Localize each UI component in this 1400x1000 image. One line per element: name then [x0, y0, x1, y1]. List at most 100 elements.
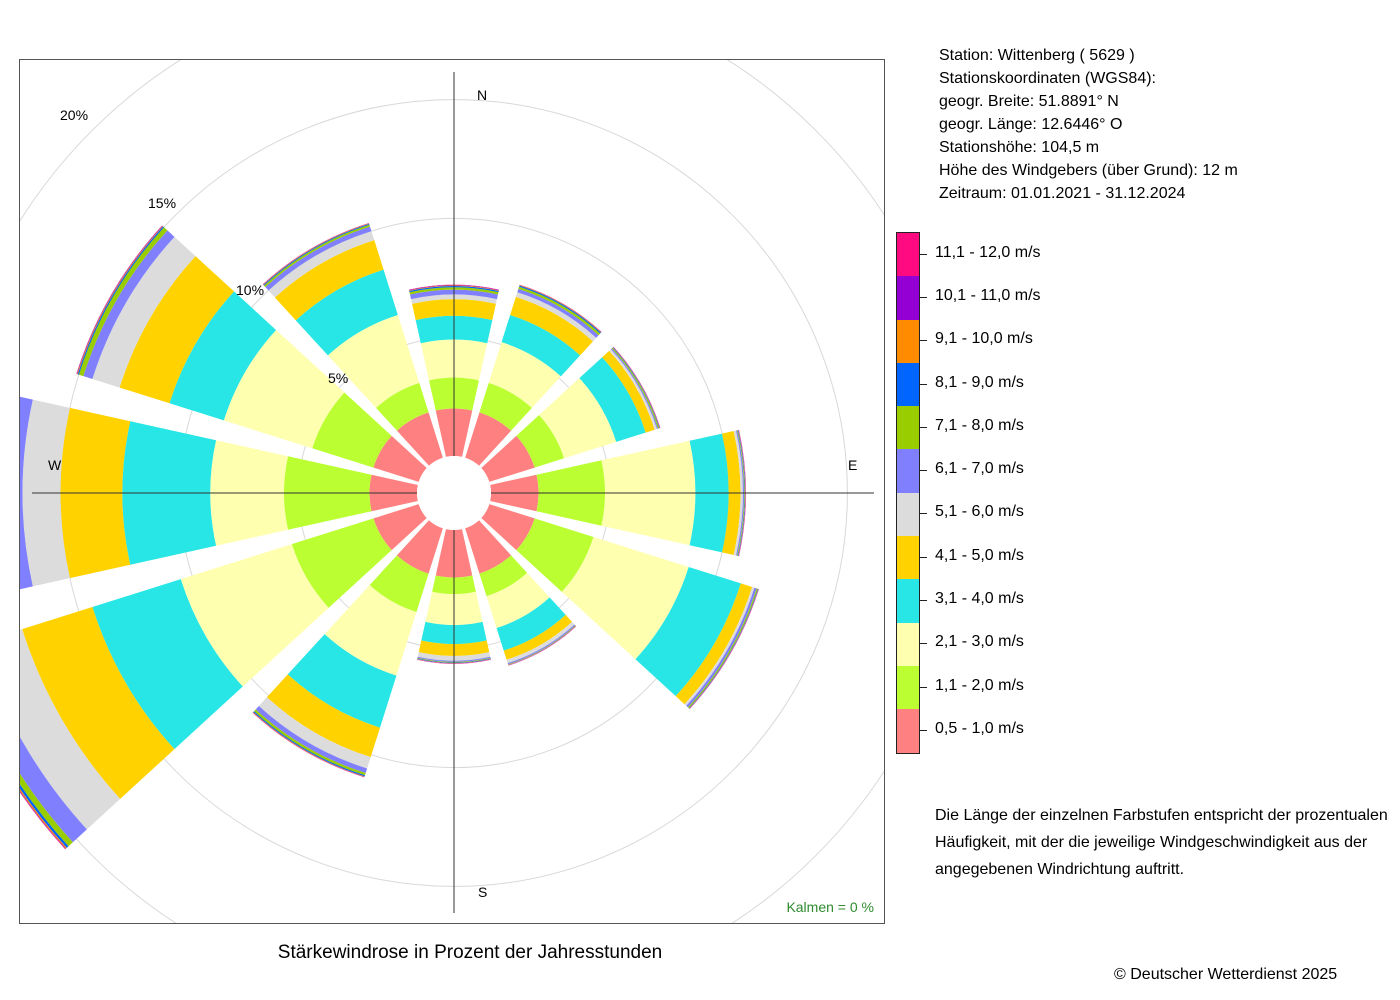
anemometer-height: Höhe des Windgebers (über Grund): 12 m — [939, 162, 1238, 179]
legend-label: 5,1 - 6,0 m/s — [935, 503, 1024, 521]
legend-tick — [920, 383, 927, 385]
legend-swatch — [897, 665, 919, 710]
rose-sector-segment — [738, 429, 746, 557]
rose-sector-segment — [479, 555, 528, 597]
rose-sector-segment — [376, 382, 429, 431]
calms-label: Kalmen = 0 % — [786, 899, 874, 915]
rose-sector-segment — [733, 430, 743, 556]
legend-tick — [920, 296, 927, 298]
wind-rose-svg — [20, 60, 884, 923]
rose-sector-segment — [258, 697, 371, 769]
rose-sector-segment — [609, 349, 657, 430]
legend-label: 0,5 - 1,0 m/s — [935, 719, 1024, 737]
rose-sector-segment — [481, 435, 535, 482]
rose-sector-segment — [503, 614, 573, 660]
rose-sector-segment — [417, 658, 491, 664]
rose-sector-segment — [579, 357, 646, 442]
rose-sector-segment — [417, 659, 491, 664]
legend-label: 1,1 - 2,0 m/s — [935, 676, 1024, 694]
rose-sector-segment — [465, 412, 512, 466]
rose-sector-segment — [488, 342, 561, 408]
ring-label-20: 20% — [60, 107, 89, 123]
explanation-note: Die Länge der einzelnen Farbstufen entsp… — [935, 802, 1388, 883]
rose-sector-segment — [408, 284, 500, 290]
rose-sector-segment — [396, 412, 443, 466]
cardinal-east: E — [848, 457, 858, 473]
rose-sector-segment — [737, 429, 746, 557]
time-period: Zeitraum: 01.01.2021 - 31.12.2024 — [939, 185, 1186, 202]
ring-label-5: 5% — [328, 370, 349, 386]
legend-swatch — [897, 362, 919, 407]
rose-sector-segment — [369, 555, 429, 613]
rose-sector-segment — [409, 285, 499, 292]
cardinal-north: N — [477, 87, 488, 103]
legend-swatch — [897, 709, 919, 753]
rose-sector-segment — [291, 518, 392, 608]
rose-sector-segment — [295, 269, 398, 356]
legend-swatch — [897, 233, 919, 277]
rose-sector-segment — [675, 583, 753, 705]
note-line: angegebenen Windrichtung auftritt. — [935, 861, 1185, 878]
rose-sector-segment — [518, 286, 601, 336]
rose-sector-segment — [516, 415, 565, 468]
legend-tick — [920, 426, 927, 428]
rose-sector-segment — [92, 236, 196, 388]
legend-label: 7,1 - 8,0 m/s — [935, 416, 1024, 434]
rose-sector-segment — [274, 240, 384, 321]
rose-sector-segment — [83, 230, 175, 379]
station-coords-heading: Stationskoordinaten (WGS84): — [939, 70, 1156, 87]
rose-sector-segment — [539, 378, 617, 459]
station-longitude: geogr. Länge: 12.6446° O — [939, 116, 1123, 133]
rose-sector-segment — [169, 291, 277, 421]
legend-swatch — [897, 406, 919, 450]
rose-sector-segment — [409, 287, 499, 295]
legend-tick — [920, 253, 927, 255]
rose-sector-segment — [516, 518, 594, 592]
station-latitude: geogr. Breite: 51.8891° N — [939, 93, 1119, 110]
rose-sector-segment — [510, 296, 593, 356]
legend-swatch — [897, 276, 919, 320]
rose-sector-segment — [180, 544, 329, 687]
legend-label: 4,1 - 5,0 m/s — [935, 546, 1024, 564]
chart-subtitle: Stärkewindrose in Prozent der Jahresstun… — [277, 942, 663, 963]
rose-sector-segment — [465, 520, 512, 574]
legend-label: 8,1 - 9,0 m/s — [935, 373, 1024, 391]
legend-swatch — [897, 622, 919, 666]
legend-label: 3,1 - 4,0 m/s — [935, 590, 1024, 608]
rose-sector-segment — [486, 572, 550, 628]
rose-sector-segment — [20, 629, 121, 830]
rose-sector-segment — [268, 231, 375, 298]
rose-sector-segment — [20, 784, 69, 848]
legend-swatch — [897, 319, 919, 363]
legend-tick — [920, 643, 927, 645]
rose-sector-segment — [736, 430, 745, 556]
legend-tick — [920, 556, 927, 558]
cardinal-south: S — [478, 884, 488, 900]
ring-label-10: 10% — [236, 282, 265, 298]
rose-sector-segment — [265, 226, 372, 291]
legend-swatch — [897, 492, 919, 537]
rose-sector-segment — [255, 705, 368, 774]
legend-tick — [920, 513, 927, 515]
legend-label: 10,1 - 11,0 m/s — [935, 286, 1041, 304]
rose-sector-segment — [506, 621, 575, 664]
rose-sector-segment — [635, 567, 741, 697]
rose-sector-segment — [561, 536, 689, 660]
rose-sector-segment — [324, 585, 417, 676]
rose-sector-segment — [312, 392, 392, 468]
wind-rose-plot: 5% 10% 15% 20% N E S W Kalmen = 0 % — [19, 59, 885, 924]
legend-label: 2,1 - 3,0 m/s — [935, 633, 1024, 651]
rose-sector-segment — [373, 504, 427, 551]
rose-sector-segment — [78, 227, 168, 377]
rose-sector-segment — [408, 284, 500, 291]
station-info: Station: Wittenberg ( 5629 ) Stationskoo… — [939, 44, 1238, 205]
legend-swatch — [897, 449, 919, 493]
rose-sector-segment — [737, 430, 745, 556]
rose-sector-segment — [266, 674, 380, 758]
rose-sector-segment — [287, 634, 397, 728]
copyright: © Deutscher Wetterdienst 2025 — [1114, 966, 1338, 983]
note-line: Häufigkeit, mit der die jeweilige Windge… — [935, 834, 1368, 851]
speed-legend — [896, 232, 920, 754]
note-line: Die Länge der einzelnen Farbstufen entsp… — [935, 807, 1388, 824]
rose-sector-segment — [373, 435, 427, 482]
